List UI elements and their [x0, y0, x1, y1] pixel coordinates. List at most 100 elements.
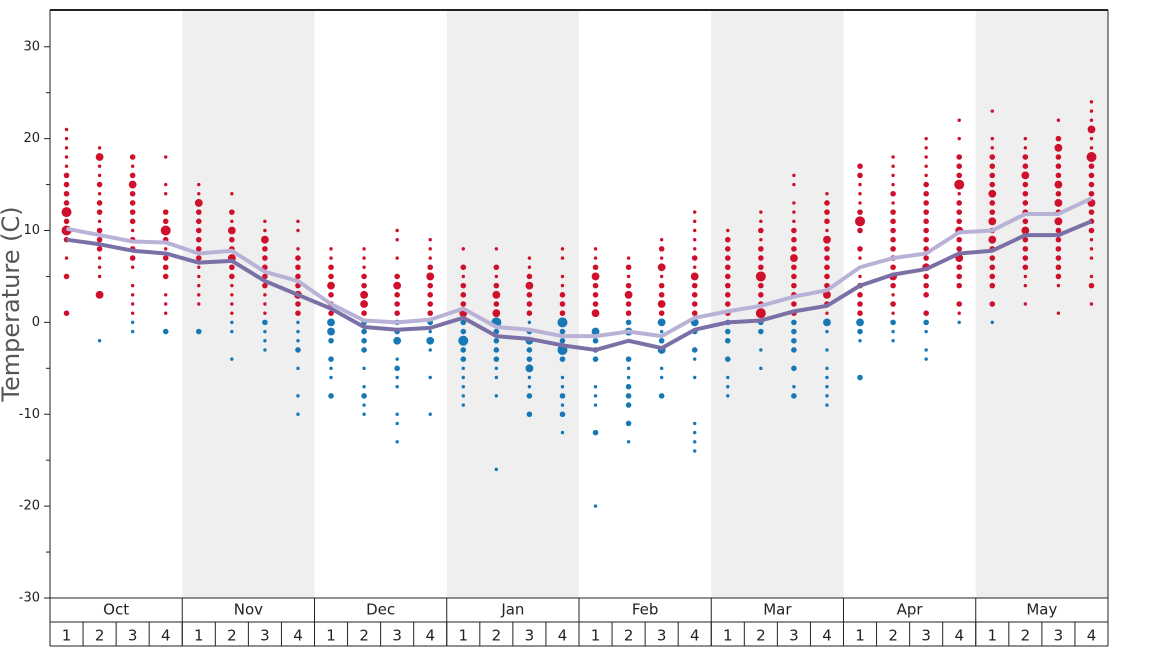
- temperature-dot: [1089, 146, 1094, 150]
- temperature-dot: [858, 192, 862, 196]
- temperature-dot: [658, 337, 665, 344]
- temperature-dot: [989, 273, 996, 280]
- temperature-dot: [724, 255, 731, 261]
- temperature-dot: [1022, 246, 1029, 252]
- temperature-dot: [791, 282, 797, 289]
- temperature-dot: [560, 384, 565, 389]
- temperature-dot: [1022, 200, 1029, 206]
- temperature-dot: [857, 301, 863, 307]
- temperature-dot: [262, 255, 268, 261]
- y-tick-label: 10: [23, 223, 40, 238]
- temperature-dot: [624, 290, 633, 299]
- temperature-dot: [461, 403, 465, 407]
- temperature-dot: [924, 164, 928, 168]
- temperature-dot: [64, 155, 69, 159]
- temperature-dot: [824, 273, 830, 280]
- temperature-dot: [625, 310, 632, 316]
- temperature-dot: [395, 412, 399, 416]
- temperature-dot: [1088, 181, 1095, 188]
- temperature-dot: [758, 246, 764, 252]
- temperature-dot: [759, 366, 763, 371]
- temperature-dot: [1089, 109, 1094, 113]
- temperature-dot: [428, 329, 432, 334]
- temperature-dot: [823, 290, 831, 299]
- temperature-dot: [129, 154, 136, 160]
- week-label: 2: [359, 627, 369, 645]
- temperature-dot: [97, 192, 102, 196]
- temperature-dot: [427, 264, 434, 271]
- temperature-dot: [724, 246, 731, 252]
- temperature-dot: [956, 246, 963, 252]
- temperature-dot: [693, 228, 697, 233]
- temperature-dot: [824, 218, 830, 225]
- temperature-dot: [693, 440, 697, 444]
- temperature-dot: [427, 292, 434, 298]
- temperature-dot: [361, 328, 367, 335]
- temperature-dot: [428, 412, 432, 416]
- temperature-dot: [296, 412, 300, 416]
- month-label: Mar: [763, 601, 792, 619]
- temperature-dot: [130, 164, 135, 168]
- temperature-dot: [990, 109, 994, 113]
- temperature-dot: [923, 273, 929, 280]
- week-label: 2: [227, 627, 237, 645]
- temperature-dot: [97, 339, 102, 343]
- temperature-dot: [460, 264, 467, 271]
- temperature-dot: [989, 172, 996, 179]
- temperature-dot: [560, 256, 565, 260]
- temperature-dot: [891, 339, 895, 343]
- temperature-dot: [164, 182, 168, 187]
- temperature-dot: [755, 308, 766, 319]
- temperature-dot: [957, 311, 961, 315]
- temperature-dot: [758, 292, 764, 298]
- temperature-dot: [758, 282, 764, 289]
- temperature-dot: [295, 255, 301, 261]
- temperature-dot: [791, 264, 797, 271]
- temperature-dot: [361, 282, 367, 289]
- temperature-dot: [560, 403, 565, 407]
- temperature-dot: [625, 356, 632, 362]
- temperature-dot: [329, 256, 333, 260]
- temperature-dot: [227, 226, 236, 235]
- temperature-dot: [658, 292, 665, 298]
- temperature-dot: [593, 403, 598, 407]
- temperature-dot: [891, 164, 895, 168]
- temperature-dot: [924, 357, 928, 361]
- temperature-dot: [923, 310, 929, 316]
- temperature-dot: [924, 348, 928, 352]
- temperature-dot: [461, 394, 465, 398]
- temperature-dot: [361, 393, 367, 399]
- temperature-dot: [526, 292, 533, 298]
- temperature-dot: [559, 301, 566, 307]
- temperature-dot: [229, 236, 235, 243]
- temperature-dot: [361, 273, 367, 280]
- temperature-dot: [328, 264, 334, 271]
- temperature-dot: [493, 328, 500, 335]
- temperature-dot: [790, 254, 798, 262]
- temperature-dot: [724, 292, 731, 298]
- temperature-dot: [129, 172, 136, 179]
- temperature-dot: [230, 283, 234, 288]
- temperature-dot: [63, 190, 70, 197]
- temperature-dot: [923, 282, 929, 289]
- temperature-dot: [559, 310, 566, 316]
- temperature-dot: [824, 200, 830, 206]
- temperature-dot: [923, 190, 929, 197]
- temperature-dot: [164, 311, 168, 315]
- temperature-dot: [923, 292, 929, 298]
- temperature-dot: [891, 293, 895, 297]
- temperature-dot: [792, 384, 796, 389]
- temperature-dot: [494, 274, 499, 279]
- temperature-dot: [295, 264, 301, 271]
- temperature-dot: [1055, 154, 1062, 160]
- temperature-dot: [328, 393, 334, 399]
- temperature-dot: [792, 182, 796, 187]
- temperature-dot: [1086, 152, 1097, 162]
- temperature-dot: [693, 449, 697, 453]
- temperature-dot: [97, 146, 102, 150]
- temperature-dot: [361, 310, 367, 316]
- week-label: 4: [690, 627, 700, 645]
- temperature-dot: [164, 302, 168, 306]
- temperature-dot: [791, 273, 797, 280]
- temperature-dot: [858, 256, 862, 260]
